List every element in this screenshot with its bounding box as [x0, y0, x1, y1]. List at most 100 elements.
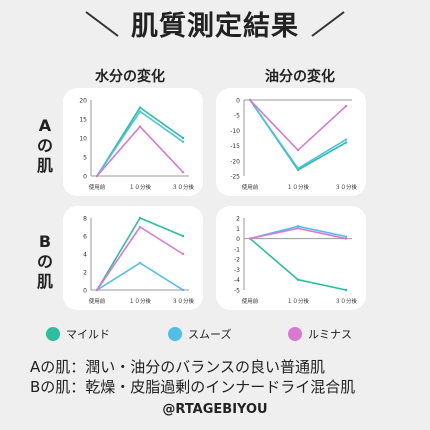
y-tick-label: 15 [79, 117, 87, 124]
panel-b-oil: 2 1 0 -1 -2 -3 -4 -5 使用前 １０分後 ３０分後 [216, 206, 366, 310]
chart-a-water: 0 5 10 15 20 使用前 １０分後 ３０分後 [79, 98, 195, 192]
data-point-luminous [248, 98, 252, 102]
data-point-mild [181, 136, 185, 140]
y-tick-label: -15 [230, 143, 240, 150]
series-line-smooth [249, 99, 347, 170]
x-tick-label: ３０分後 [172, 297, 195, 305]
data-point-luminous [95, 174, 99, 178]
data-point-mild [138, 106, 142, 109]
series-line-mild [96, 106, 184, 177]
column-header-oil: 油分の変化 [265, 69, 335, 85]
y-tick-label: 2 [236, 216, 240, 223]
y-tick-label: 4 [83, 252, 87, 259]
y-tick-label: 0 [236, 98, 240, 105]
data-point-smooth [181, 140, 185, 143]
data-point-luminous [344, 104, 348, 108]
data-point-mild [138, 216, 142, 220]
data-point-luminous [138, 225, 142, 229]
row-header-a-skin: 肌 [36, 156, 53, 175]
y-tick-label: 1 [236, 226, 240, 233]
row-header-a-letter: A [38, 116, 52, 135]
y-tick-label: -2 [234, 257, 240, 264]
title-deco-right [311, 11, 345, 37]
y-tick-label: -3 [234, 267, 240, 274]
data-point-smooth [344, 138, 348, 141]
x-tick-label: 使用前 [242, 297, 259, 305]
x-tick-label: １０分後 [287, 297, 310, 305]
data-point-mild [344, 288, 348, 292]
y-tick-label: -1 [234, 246, 240, 253]
x-tick-label: 使用前 [89, 183, 106, 191]
panel-b-water: 0 2 4 6 8 使用前 １０分後 ３０分後 [63, 206, 203, 310]
y-tick-label: -25 [230, 174, 240, 181]
summary-b: Bの肌：乾燥・皮脂過剰のインナードライ混合肌 [30, 378, 356, 396]
data-point-smooth [296, 167, 300, 170]
legend-dot-smooth [168, 327, 182, 341]
row-header-b-skin: 肌 [36, 272, 53, 291]
y-tick-label: 10 [79, 136, 87, 143]
row-header-b: B の 肌 [30, 232, 60, 292]
x-tick-label: ３０分後 [172, 183, 195, 191]
x-tick-label: １０分後 [129, 297, 152, 305]
legend-item-luminous: ルミナス [288, 326, 352, 342]
panel-a-oil: 0 -5 -10 -15 -20 -25 使用前 １０分後 ３０分後 [216, 88, 366, 196]
column-header-water: 水分の変化 [95, 69, 165, 85]
y-tick-label: 6 [83, 234, 87, 241]
x-tick-label: １０分後 [129, 183, 152, 191]
data-point-luminous [138, 125, 142, 128]
series-line-mild [249, 237, 347, 291]
series-line-luminous [249, 99, 347, 151]
series-line-mild [96, 217, 184, 291]
legend-label-mild: マイルド [66, 328, 110, 341]
y-tick-label: -5 [234, 288, 240, 295]
legend-dot-luminous [288, 327, 302, 341]
data-point-luminous [296, 227, 300, 230]
y-tick-label: 8 [83, 216, 87, 223]
legend-item-mild: マイルド [46, 326, 110, 342]
legend-item-smooth: スムーズ [168, 326, 231, 342]
data-point-smooth [181, 288, 185, 292]
data-point-smooth [138, 110, 142, 113]
row-header-a: A の 肌 [30, 116, 60, 176]
legend-label-luminous: ルミナス [308, 328, 352, 341]
series-line-luminous [96, 125, 184, 177]
chart-b-water: 0 2 4 6 8 使用前 １０分後 ３０分後 [83, 216, 195, 306]
data-point-luminous [181, 171, 185, 174]
y-tick-label: 20 [79, 98, 87, 105]
y-tick-label: -20 [230, 158, 240, 165]
data-point-luminous [344, 237, 348, 240]
legend-label-smooth: スムーズ [188, 328, 232, 341]
row-header-b-letter: B [38, 232, 52, 251]
y-tick-label: 5 [83, 155, 87, 162]
data-point-luminous [95, 288, 99, 292]
x-tick-label: ３０分後 [335, 297, 358, 305]
account-handle: @RTAGEBIYOU [162, 402, 268, 417]
data-point-luminous [181, 252, 185, 256]
series-line-luminous [96, 226, 184, 291]
page-title: 肌質測定結果 [131, 11, 299, 42]
row-header-a-particle: の [36, 136, 53, 155]
y-tick-label: -5 [234, 113, 240, 120]
y-tick-label: 0 [236, 236, 240, 243]
legend-dot-mild [46, 327, 60, 341]
data-point-smooth [138, 261, 142, 265]
x-tick-label: １０分後 [287, 183, 310, 191]
row-header-b-particle: の [36, 252, 53, 271]
y-tick-label: -10 [230, 128, 240, 135]
x-tick-label: 使用前 [242, 183, 259, 191]
summary-a: Aの肌：潤い・油分のバランスの良い普通肌 [30, 358, 325, 376]
y-tick-label: 2 [83, 270, 87, 277]
data-point-smooth [344, 235, 348, 238]
x-tick-label: 使用前 [89, 297, 106, 305]
series-line-smooth [96, 110, 184, 177]
data-point-mild [181, 234, 185, 238]
data-point-luminous [248, 237, 252, 240]
panel-a-water: 0 5 10 15 20 使用前 １０分後 ３０分後 [63, 88, 203, 196]
y-tick-label: -4 [234, 277, 240, 284]
series-line-mild [249, 99, 347, 171]
y-tick-label: 0 [83, 174, 87, 181]
y-tick-label: 0 [83, 288, 87, 295]
x-tick-label: ３０分後 [335, 183, 358, 191]
